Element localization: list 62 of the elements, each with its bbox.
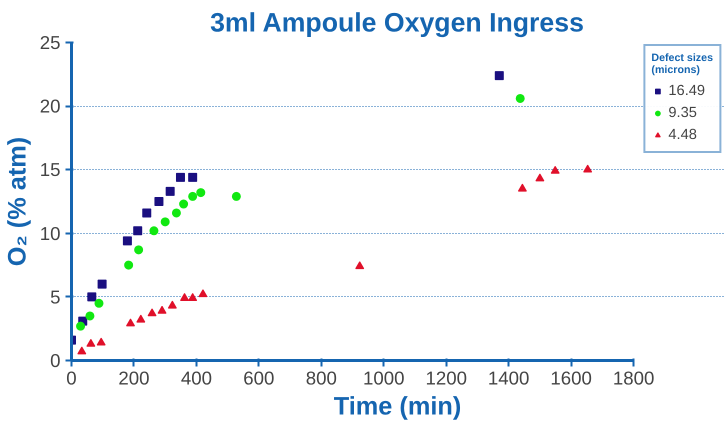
point [124,260,134,270]
point [198,289,208,298]
point [134,245,144,254]
point [148,308,157,316]
legend-label: 16.49 [668,83,706,99]
point [172,208,181,218]
point [535,173,544,182]
point [154,197,164,206]
y-tick-label: 15 [40,159,61,180]
point [126,318,136,326]
y-tick-label: 20 [40,96,61,117]
x-tick-label: 0 [66,368,77,388]
point [355,261,364,270]
point [86,338,96,347]
x-tick-label: 600 [243,368,274,388]
point [232,192,241,201]
point [76,322,86,331]
x-tick-label: 1200 [425,368,467,388]
chart-title: 3ml Ampoule Oxygen Ingress [210,8,584,38]
y-tick-label: 0 [50,350,61,371]
point [122,236,132,246]
x-tick-label: 1600 [550,368,592,388]
y-tick-label: 25 [40,32,61,53]
point [550,166,560,174]
point [188,293,198,301]
point [176,172,185,182]
point [94,298,104,308]
legend-label: 4.48 [668,127,697,143]
legend-label: 9.35 [668,105,697,121]
x-tick-label: 200 [118,368,150,388]
point [583,164,592,173]
x-tick-label: 1000 [363,368,405,388]
point [133,226,142,236]
point [180,293,190,301]
x-tick-label: 1400 [488,368,530,388]
point [188,192,198,201]
point [166,186,175,196]
point [160,217,170,226]
point [142,208,152,218]
point [87,292,96,302]
point [85,311,94,320]
x-tick-label: 1800 [612,368,654,388]
point [98,280,107,289]
legend-title: Defect sizes (microns) [651,52,713,76]
y-tick-label: 5 [50,286,61,308]
point [196,188,206,198]
point [77,346,86,354]
point [494,71,504,80]
point [516,94,525,103]
point [96,338,106,346]
y-tick-label: 10 [40,222,61,244]
point [518,184,527,192]
point [168,300,177,309]
x-tick-label: 400 [180,368,212,388]
point [188,172,198,182]
x-axis-title: Time (min) [334,392,462,420]
y-axis-title: O₂ (% atm) [4,136,32,266]
point [136,314,146,323]
point [179,200,188,209]
x-tick-label: 800 [306,368,337,388]
point [158,306,167,314]
point [149,226,158,236]
